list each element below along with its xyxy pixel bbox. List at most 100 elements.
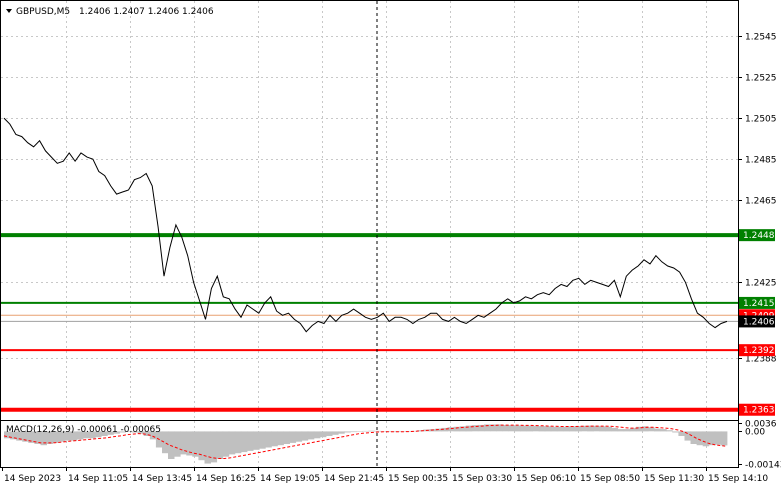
level-label-box [739,229,775,242]
macd-histogram-bar [484,424,491,432]
level-label-box [739,403,775,416]
macd-histogram-bar [714,431,722,445]
macd-histogram-bar [326,431,333,436]
level-label: 1.2392 [743,346,775,356]
macd-histogram-bar [629,427,637,432]
macd-histogram-bar [502,424,509,432]
x-tick-label: 14 Sep 21:45 [324,474,384,484]
macd-histogram-bar [107,431,114,435]
macd-histogram-bar [301,431,309,441]
macd-histogram-bar [696,431,704,446]
macd-histogram-bar [641,426,649,432]
macd-histogram-bar [617,429,625,432]
level-label-box [739,296,775,309]
macd-histogram-bar [70,431,78,441]
macd-histogram-bar [83,431,90,439]
macd-histogram-bar [514,425,521,432]
macd-histogram-bar [720,431,728,446]
macd-histogram-bar [702,431,710,447]
macd-histogram-bar [4,431,11,439]
macd-histogram-bar [344,431,351,433]
macd-histogram-bar [313,431,321,439]
macd-histogram-bar [289,431,297,443]
level-label-box [739,344,775,357]
macd-histogram-bar [660,429,667,432]
macd-histogram-bar [307,431,315,440]
macd-histogram-bar [295,431,303,442]
price-panel [0,0,739,421]
macd-histogram-bar [119,431,126,433]
macd-histogram-bar [465,425,473,432]
macd-histogram-bar [441,427,448,432]
macd-histogram-bar [605,426,612,432]
macd-histogram-bar [95,431,102,438]
macd-histogram-bar [216,431,224,459]
macd-histogram-bar [64,431,72,441]
macd-histogram-bar [587,425,594,432]
macd-histogram-bar [374,430,382,432]
macd-histogram-bar [684,431,691,441]
macd-histogram-bar [131,431,139,433]
y-tick-label: 1.2525 [745,74,777,84]
macd-histogram-bar [654,428,661,432]
y-tick-label: 1.2505 [745,115,777,125]
macd-histogram-bar [180,431,187,455]
macd-histogram-bar [544,426,552,432]
macd-histogram-bar [283,431,290,444]
macd-histogram-bar [222,431,230,457]
macd-histogram-bar [76,431,84,440]
macd-histogram-bar [690,431,697,444]
macd-histogram-bar [477,424,485,432]
macd-histogram-bar [593,425,600,432]
axis-layer: 14 Sep 2023 14 Sep 11:05 14 Sep 13:45 14 Se… [2,33,781,484]
macd-histogram-bar [672,431,679,433]
macd-histogram-bar [569,426,576,432]
macd-histogram-bar [234,431,242,454]
x-tick-label: 15 Sep 14:10 [708,474,768,484]
macd-histogram-bar [89,431,96,439]
macd-histogram-bar [411,430,418,432]
macd-signal-line [3,424,728,459]
macd-y-tick-label: 0.00 [745,428,765,438]
y-tick-label: 1.2465 [745,197,777,207]
macd-histogram-bar [459,426,467,432]
macd-histogram-bar [28,431,35,443]
levels-layer [1,233,738,412]
macd-histogram-bar [58,431,66,442]
x-tick-label: 14 Sep 19:05 [260,474,320,484]
macd-histogram-bar [526,425,533,432]
level-label-box [739,315,775,328]
macd-histogram-bar [247,431,254,451]
macd-layer [3,424,728,464]
macd-histogram-bar [204,431,211,464]
macd-histogram-bar [556,426,564,432]
macd-histogram-bar [271,431,278,447]
price-layer [3,117,728,333]
y-tick-label: 1.2425 [745,279,777,289]
macd-histogram-bar [532,425,540,432]
macd-histogram-bar [46,431,53,444]
macd-histogram-bar [125,431,132,432]
macd-histogram-bar [143,431,151,436]
x-tick-label: 15 Sep 03:30 [452,474,512,484]
macd-histogram-bar [708,431,716,446]
level-label: 1.2415 [743,299,775,309]
level-label: 1.2448 [743,231,775,241]
x-tick-label: 15 Sep 11:30 [644,474,704,484]
macd-histogram-bar [350,431,357,433]
macd-histogram-bar [356,431,363,432]
macd-histogram-bar [16,431,23,441]
macd-histogram-bar [22,431,29,442]
macd-histogram-bar [40,431,47,446]
x-tick-label: 14 Sep 16:25 [196,474,256,484]
macd-histogram-bar [581,425,588,432]
macd-histogram-bar [623,429,631,432]
macd-histogram-bar [149,431,157,440]
macd-y-tick-label: -0.00143 [745,461,781,471]
macd-histogram-bar [508,425,515,432]
macd-histogram-bar [611,427,619,432]
macd-histogram-bar [386,431,394,432]
symbol-label: GBPUSD,M5 [16,7,70,17]
macd-histogram-bar [34,431,41,444]
